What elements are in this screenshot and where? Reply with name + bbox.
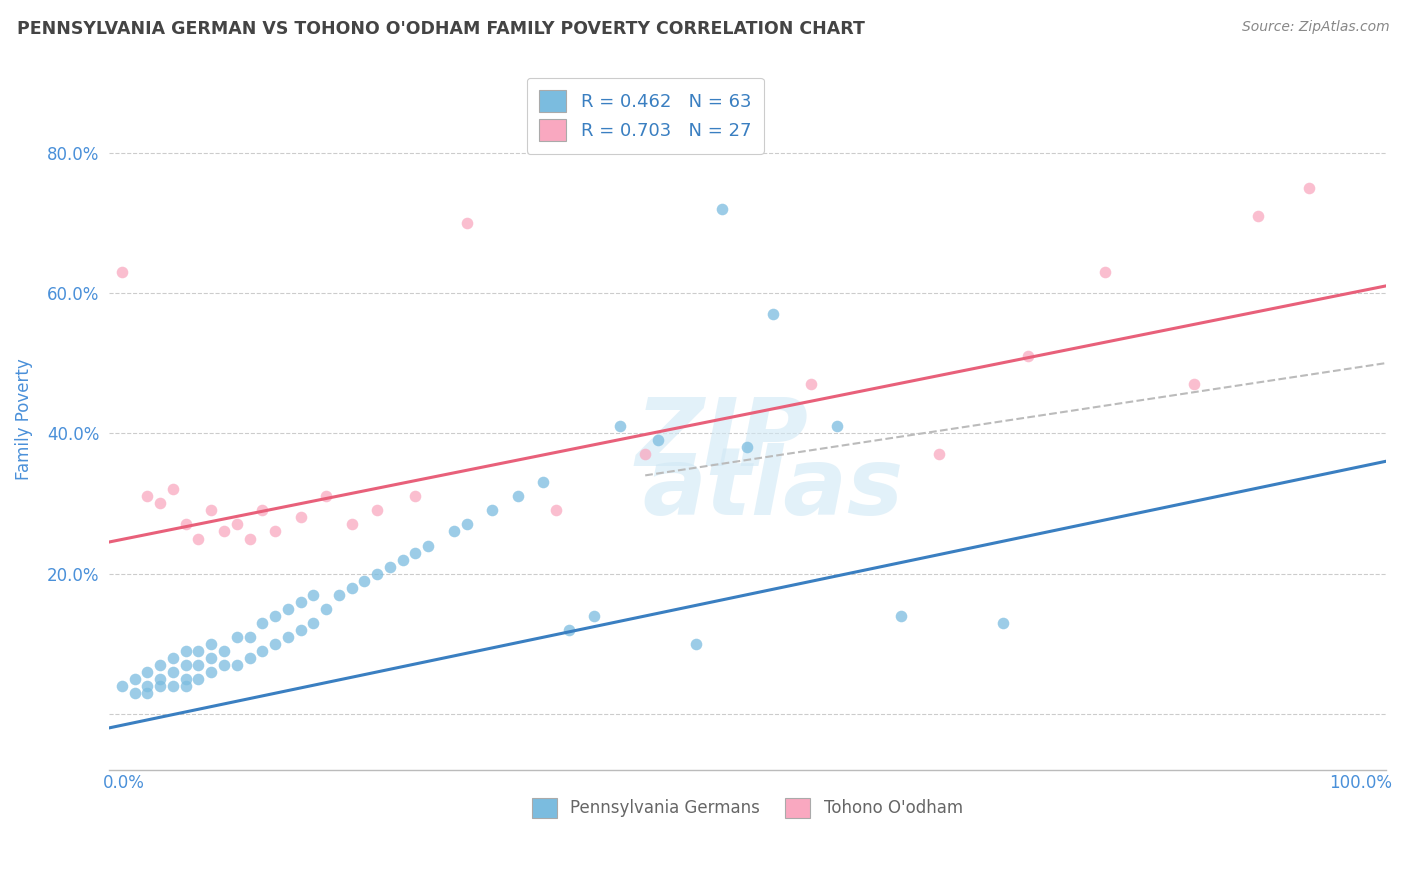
Point — [506, 490, 529, 504]
Point — [328, 588, 350, 602]
Point — [302, 615, 325, 630]
Point — [200, 637, 222, 651]
Point — [800, 377, 823, 392]
Point — [366, 566, 388, 581]
Point — [634, 447, 657, 461]
Point — [557, 623, 579, 637]
Point — [124, 672, 146, 686]
Point — [225, 630, 247, 644]
Point — [290, 510, 312, 524]
Point — [315, 490, 337, 504]
Point — [136, 686, 159, 700]
Point — [825, 419, 848, 434]
Point — [302, 588, 325, 602]
Point — [264, 608, 287, 623]
Point — [149, 679, 172, 693]
Point — [136, 490, 159, 504]
Point — [928, 447, 950, 461]
Point — [252, 615, 274, 630]
Point — [404, 490, 426, 504]
Point — [378, 559, 401, 574]
Point — [647, 434, 669, 448]
Point — [889, 608, 911, 623]
Point — [187, 644, 209, 658]
Point — [277, 601, 299, 615]
Point — [1094, 265, 1116, 279]
Point — [340, 517, 363, 532]
Point — [391, 552, 413, 566]
Point — [212, 524, 235, 539]
Point — [583, 608, 606, 623]
Point — [200, 665, 222, 679]
Point — [340, 581, 363, 595]
Point — [991, 615, 1014, 630]
Point — [212, 657, 235, 672]
Point — [290, 594, 312, 608]
Point — [238, 650, 260, 665]
Point — [710, 202, 733, 216]
Point — [200, 503, 222, 517]
Point — [531, 475, 554, 490]
Point — [149, 657, 172, 672]
Point — [264, 637, 287, 651]
Point — [456, 216, 478, 230]
Point — [174, 517, 197, 532]
Point — [136, 679, 159, 693]
Point — [187, 532, 209, 546]
Point — [1017, 349, 1039, 363]
Point — [187, 657, 209, 672]
Point — [238, 630, 260, 644]
Point — [212, 644, 235, 658]
Point — [187, 672, 209, 686]
Point — [762, 307, 785, 321]
Point — [174, 657, 197, 672]
Point — [162, 483, 184, 497]
Point — [404, 545, 426, 559]
Y-axis label: Family Poverty: Family Poverty — [15, 359, 32, 480]
Point — [1298, 181, 1320, 195]
Point — [200, 650, 222, 665]
Point — [290, 623, 312, 637]
Point — [315, 601, 337, 615]
Point — [124, 686, 146, 700]
Point — [225, 657, 247, 672]
Point — [456, 517, 478, 532]
Point — [609, 419, 631, 434]
Point — [162, 665, 184, 679]
Text: PENNSYLVANIA GERMAN VS TOHONO O'ODHAM FAMILY POVERTY CORRELATION CHART: PENNSYLVANIA GERMAN VS TOHONO O'ODHAM FA… — [17, 20, 865, 37]
Point — [544, 503, 567, 517]
Point — [252, 644, 274, 658]
Point — [443, 524, 465, 539]
Point — [252, 503, 274, 517]
Point — [481, 503, 503, 517]
Point — [685, 637, 707, 651]
Point — [238, 532, 260, 546]
Point — [366, 503, 388, 517]
Point — [277, 630, 299, 644]
Text: atlas: atlas — [643, 443, 904, 535]
Point — [353, 574, 375, 588]
Legend: Pennsylvania Germans, Tohono O'odham: Pennsylvania Germans, Tohono O'odham — [526, 791, 969, 825]
Point — [1247, 209, 1270, 223]
Text: Source: ZipAtlas.com: Source: ZipAtlas.com — [1241, 20, 1389, 34]
Point — [111, 679, 134, 693]
Point — [264, 524, 287, 539]
Point — [174, 679, 197, 693]
Text: ZIP: ZIP — [636, 394, 808, 486]
Point — [418, 539, 440, 553]
Point — [174, 644, 197, 658]
Point — [149, 496, 172, 510]
Point — [111, 265, 134, 279]
Point — [174, 672, 197, 686]
Point — [1182, 377, 1205, 392]
Point — [136, 665, 159, 679]
Text: 0.0%: 0.0% — [103, 773, 145, 791]
Point — [225, 517, 247, 532]
Point — [737, 440, 759, 454]
Point — [149, 672, 172, 686]
Point — [162, 679, 184, 693]
Point — [162, 650, 184, 665]
Text: 100.0%: 100.0% — [1329, 773, 1392, 791]
